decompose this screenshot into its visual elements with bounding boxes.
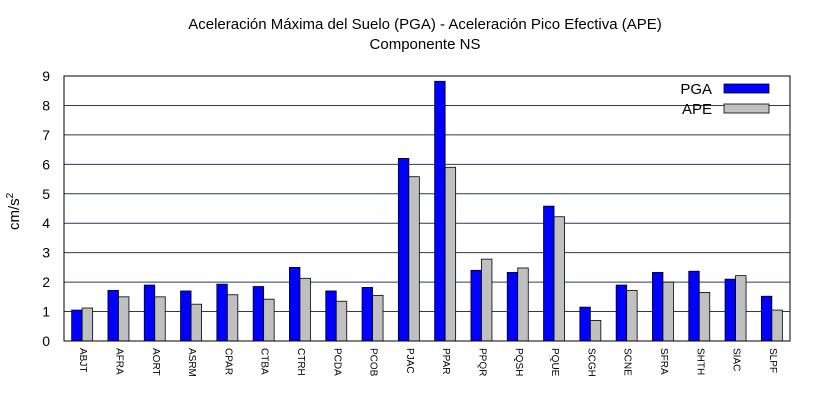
bar-pga [71,309,83,342]
x-tick-label: SCGH [585,348,596,377]
x-tick-label: PCOB [368,348,379,377]
y-tick-label: 9 [42,68,50,84]
legend-swatch-pga [723,83,770,94]
bar-pga [143,284,156,342]
plot-frame [63,75,791,342]
bar-ape [118,296,130,342]
x-tick-label: CTBA [259,348,270,375]
bar-ape [263,298,275,342]
bar-pga [724,278,736,342]
x-tick-label: PPAR [440,348,451,375]
x-tick-label: SFRA [658,348,669,375]
bar-pga [397,158,410,342]
y-tick-label: 7 [42,127,50,143]
bar-ape [299,277,311,342]
x-tick-label: PPQR [476,348,487,376]
bar-pga [470,269,482,342]
y-tick-label: 1 [42,304,50,320]
bar-pga [688,270,700,342]
legend-label-pga: PGA [680,81,712,98]
bar-pga [216,283,228,342]
x-tick-label: CTRH [295,348,306,376]
chart-subtitle: Componente NS [369,36,481,53]
bar-ape [190,303,202,342]
bar-ape [517,267,529,342]
y-tick-label: 0 [42,333,50,349]
y-tick-label: 3 [42,245,50,261]
x-tick-label: ASRM [186,348,197,377]
chart-title: Aceleración Máxima del Suelo (PGA) - Ace… [188,16,662,33]
bar-pga [252,286,265,342]
bar-pga [579,306,591,342]
x-tick-label: AFRA [113,348,124,375]
legend-swatch-ape [723,103,770,114]
bar-ape [408,176,420,342]
bar-ape [335,300,348,342]
bar-pga [760,295,773,342]
x-tick-label: SLPF [767,348,778,373]
y-tick-label: 2 [42,274,50,290]
bar-pga [506,271,519,342]
bar-pga [434,80,446,342]
bar-ape [444,166,457,342]
y-axis-label: cm/s2 [5,192,23,230]
legend-label-ape: APE [682,101,712,118]
bar-ape [771,309,783,342]
bar-ape [481,258,493,342]
x-tick-label: SHTH [694,348,705,375]
bar-ape [589,319,602,342]
x-tick-label: PCDA [331,348,342,376]
bar-ape [735,275,747,342]
x-tick-label: ABJT [77,348,88,372]
bar-pga [289,266,301,342]
x-tick-label: PJAC [404,348,415,374]
bar-ape [154,296,166,342]
bar-pga [107,289,119,342]
bar-pga [361,287,373,342]
y-tick-label: 5 [42,186,50,202]
x-tick-label: PQSH [513,348,524,376]
x-tick-label: SIAC [731,348,742,371]
x-tick-label: SCNE [622,348,633,376]
bar-pga [543,205,555,342]
bar-pga [615,284,628,342]
y-tick-label: 4 [42,215,50,231]
bar-ape [81,307,94,342]
x-tick-label: CPAR [222,348,233,375]
bar-ape [626,289,638,342]
bar-ape [372,294,384,342]
y-tick-label: 6 [42,156,50,172]
bar-ape [553,216,565,342]
bar-pga [180,290,192,342]
x-tick-label: PQUE [549,348,560,377]
bar-ape [698,292,711,342]
bar-pga [325,290,337,342]
y-tick-label: 8 [42,97,50,113]
bar-ape [662,281,674,342]
bar-ape [226,294,239,342]
x-tick-label: AORT [150,348,161,376]
bar-pga [652,271,664,342]
